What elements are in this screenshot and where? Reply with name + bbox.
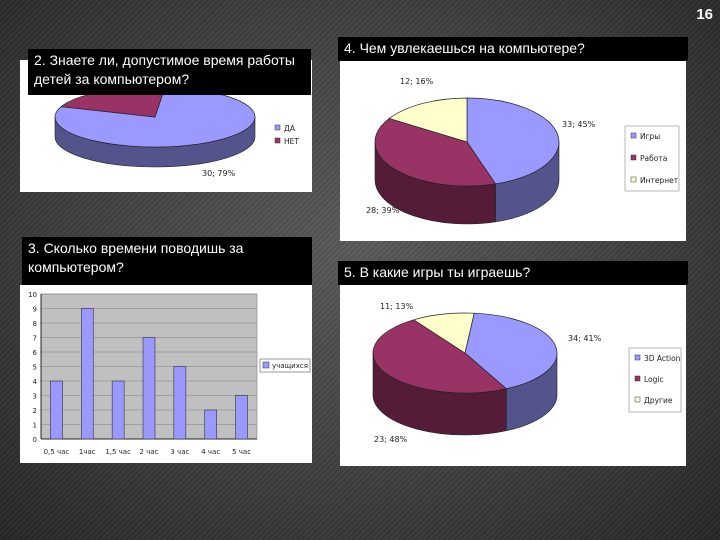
- bar-q3-6: [235, 395, 248, 440]
- bar-q3-0: [50, 380, 63, 440]
- x-tick-label-q3-6: 5 час: [232, 448, 251, 456]
- y-tick-label-q3-5: 5: [33, 364, 37, 372]
- y-tick-label-q3-8: 8: [33, 320, 37, 328]
- pie-data-label-q4-0: 33; 45%: [562, 120, 596, 129]
- bar-q3-2: [111, 380, 125, 440]
- pie-slice-q5-0: [464, 312, 558, 390]
- x-tick-label-q3-0: 0,5 час: [44, 448, 70, 456]
- legend-swatch-q3: [262, 361, 270, 369]
- pie-data-label-q5-0: 34; 41%: [568, 334, 602, 343]
- y-tick-label-q3-2: 2: [33, 407, 37, 415]
- chart-panel-q4: 33; 45% 28; 39% 12; 16% Игры Работа Интернет: [340, 60, 686, 241]
- pie-slice-q4-2: [388, 97, 468, 143]
- bar-q3-4: [173, 366, 187, 440]
- x-tick-label-q3-5: 4 час: [201, 448, 220, 456]
- page-number: 16: [696, 6, 713, 23]
- y-tick-label-q3-7: 7: [33, 335, 37, 343]
- legend-label-q5-2: Другие: [644, 396, 673, 405]
- pie-slice-q4-1: [374, 118, 497, 187]
- bar-q3-5: [204, 409, 218, 440]
- pie-chart-q4: 33; 45% 28; 39% 12; 16% Игры Работа Интернет: [366, 77, 680, 225]
- y-tick-label-q3-1: 1: [33, 422, 37, 430]
- legend-swatch-q5-2: [634, 396, 641, 403]
- pie-data-label-q2-0: 30; 79%: [202, 169, 236, 178]
- legend-swatch-q4-2: [630, 176, 637, 183]
- y-tick-label-q3-3: 3: [33, 393, 37, 401]
- caption-q5: 5. В какие игры ты играешь?: [338, 261, 688, 285]
- legend-swatch-q4-0: [630, 132, 637, 139]
- pie-slice-q4-0: [466, 97, 560, 185]
- bar-q3-3: [142, 337, 156, 440]
- pie-slice-q5-2: [412, 312, 475, 354]
- pie-data-label-q4-2: 12; 16%: [400, 77, 434, 86]
- legend-label-q5-0: 3D Action: [644, 354, 681, 363]
- bar-q3-1: [80, 308, 94, 440]
- legend-swatch-q2-0: [274, 124, 281, 131]
- y-tick-label-q3-9: 9: [33, 306, 37, 314]
- pie-slice-q5-1: [372, 319, 508, 394]
- legend-label-q2-1: НЕТ: [284, 137, 299, 146]
- pie-chart-q5: 34; 41% 23; 48% 11; 13% 3D Action Logic Други…: [372, 302, 682, 444]
- x-tick-label-q3-3: 2 час: [140, 448, 159, 456]
- legend-label-q5-1: Logic: [644, 375, 664, 384]
- x-tick-label-q3-1: 1час: [79, 448, 96, 456]
- pie-data-label-q4-1: 28; 39%: [366, 206, 400, 215]
- bar-chart-q3: 0 1 2 3 4 5 6 7 8 9 10 0,5 час 1час 1,5 час 2 час 3 час…: [28, 291, 311, 456]
- legend-box-q3: [259, 358, 311, 373]
- caption-q3: 3. Сколько времени поводишь за компьютер…: [22, 237, 312, 285]
- legend-swatch-q5-1: [634, 375, 641, 382]
- legend-label-q4-0: Игры: [640, 132, 660, 141]
- legend-swatch-q2-1: [274, 137, 281, 144]
- chart-panel-q5: 34; 41% 23; 48% 11; 13% 3D Action Logic Други…: [340, 285, 686, 466]
- legend-swatch-q4-1: [630, 154, 637, 161]
- legend-swatch-q5-0: [634, 354, 641, 361]
- legend-label-q3: учащихся: [272, 362, 308, 370]
- pie-data-label-q5-1: 23; 48%: [374, 435, 408, 444]
- caption-q2: 2. Знаете ли, допустимое время работы де…: [28, 49, 311, 95]
- y-tick-label-q3-10: 10: [28, 291, 37, 299]
- pie-data-label-q5-2: 11; 13%: [380, 302, 414, 311]
- x-tick-label-q3-4: 3 час: [170, 448, 189, 456]
- legend-label-q4-2: Интернет: [640, 176, 679, 185]
- y-tick-label-q3-4: 4: [33, 378, 38, 386]
- x-tick-label-q3-2: 1,5 час: [105, 448, 131, 456]
- legend-label-q2-0: ДА: [284, 124, 296, 133]
- legend-label-q4-1: Работа: [640, 154, 667, 163]
- caption-q4: 4. Чем увлекаешься на компьютере?: [338, 37, 688, 61]
- chart-panel-q3: 0 1 2 3 4 5 6 7 8 9 10 0,5 час 1час 1,5 час 2 час 3 час…: [20, 285, 312, 463]
- y-tick-label-q3-0: 0: [33, 436, 37, 444]
- y-tick-label-q3-6: 6: [33, 349, 38, 357]
